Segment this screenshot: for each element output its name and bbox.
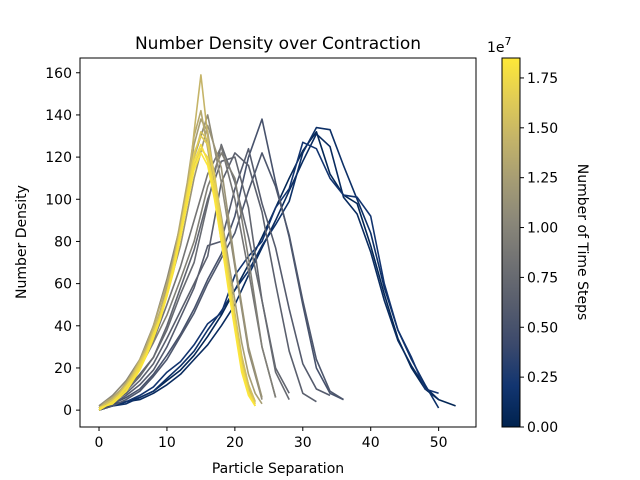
plot-frame: [79, 57, 477, 428]
y-tick-label: 0: [63, 403, 72, 419]
series-line-10: [98, 143, 290, 409]
y-tick-label: 60: [54, 277, 72, 293]
x-tick-label: 10: [158, 435, 176, 451]
colorbar-tick-label: 1.00: [527, 221, 558, 237]
y-tick-label: 20: [54, 361, 72, 377]
series-layer: [98, 74, 456, 411]
series-line-15: [98, 118, 263, 409]
series-line-1: [98, 131, 456, 411]
colorbar-tick-label: 1.25: [527, 171, 558, 187]
y-tick-label: 80: [54, 234, 72, 250]
x-tick-label: 30: [294, 435, 312, 451]
colorbar-multiplier: 1e7: [487, 35, 512, 56]
series-line-8: [98, 152, 317, 409]
series-line-5: [98, 118, 344, 409]
colorbar-axis: 0.00 0.25 0.50 0.75 1.00 1.25 1.50 1.75: [520, 71, 558, 436]
y-axis-label: Number Density: [14, 185, 30, 299]
colorbar-tick-label: 0.25: [527, 370, 558, 386]
x-axis: 0 10 20 30 40 50: [95, 427, 448, 451]
y-tick-label: 140: [45, 108, 72, 124]
x-tick-label: 40: [362, 435, 380, 451]
colorbar-tick-label: 0.50: [527, 320, 558, 336]
y-tick-label: 160: [45, 66, 72, 82]
y-tick-label: 120: [45, 150, 72, 166]
y-tick-label: 100: [45, 192, 72, 208]
colorbar-tick-label: 0.75: [527, 270, 558, 286]
x-axis-label: Particle Separation: [212, 461, 344, 477]
series-line-6: [98, 152, 344, 411]
series-line-3: [98, 126, 440, 409]
chart-title: Number Density over Contraction: [135, 34, 421, 54]
y-axis: 0 20 40 60 80 100 120 140 160: [45, 66, 80, 419]
series-line-7: [98, 147, 331, 409]
colorbar-label: Number of Time Steps: [574, 164, 590, 321]
x-tick-label: 20: [226, 435, 244, 451]
colorbar-tick-label: 1.50: [527, 121, 558, 137]
y-tick-label: 40: [54, 319, 72, 335]
colorbar: [501, 57, 521, 428]
series-line-19: [98, 135, 256, 409]
colorbar-tick-label: 1.75: [527, 71, 558, 87]
x-tick-label: 50: [430, 435, 448, 451]
x-tick-label: 0: [95, 435, 104, 451]
colorbar-exponent: 7: [505, 35, 512, 48]
colorbar-tick-label: 0.00: [527, 420, 558, 436]
series-line-22: [98, 152, 256, 411]
